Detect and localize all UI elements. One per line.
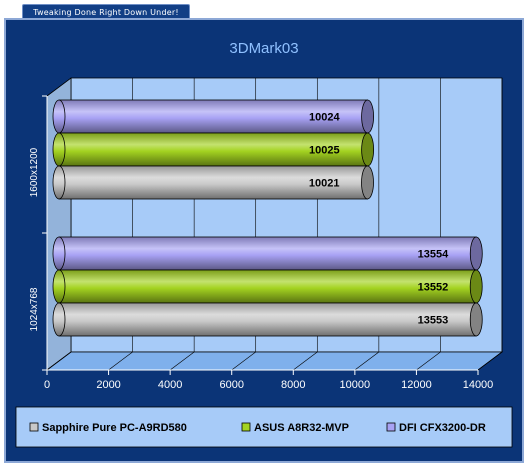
bar-end-cap — [361, 132, 375, 167]
x-tick-label: 10000 — [340, 379, 371, 391]
legend-label: DFI CFX3200-DR — [399, 422, 486, 434]
bar-start-cap — [52, 236, 66, 271]
floor-gridline — [477, 351, 503, 371]
x-tick-label: 2000 — [96, 379, 120, 391]
floor-gridline — [293, 351, 318, 371]
bar-end-cap — [469, 236, 483, 271]
x-tick-label: 8000 — [281, 379, 305, 391]
bar-start-cap — [52, 99, 66, 134]
floor-gridline — [169, 351, 195, 371]
bar-value-label: 13553 — [418, 315, 449, 327]
floor-gridline — [108, 351, 133, 371]
bar-body — [58, 236, 477, 271]
bar-value-label: 10021 — [309, 178, 340, 190]
legend-box — [15, 406, 513, 448]
bar-end-cap — [469, 269, 483, 304]
bar: 10025 — [52, 132, 375, 167]
plot-floor — [45, 351, 504, 371]
bar-body — [58, 269, 477, 304]
bar-value-label: 13554 — [418, 249, 449, 261]
bar-start-cap — [52, 165, 66, 200]
legend-label: ASUS A8R32-MVP — [254, 422, 349, 434]
bar: 13554 — [52, 236, 483, 271]
bar-value-label: 13552 — [418, 282, 449, 294]
x-tick-label: 6000 — [219, 379, 243, 391]
bar-start-cap — [52, 132, 66, 167]
chart-title: 3DMark03 — [229, 40, 298, 57]
floor-gridline — [46, 351, 72, 371]
bar-start-cap — [52, 269, 66, 304]
x-tick-label: 4000 — [158, 379, 182, 391]
category-label: 1600x1200 — [29, 147, 40, 197]
bar-end-cap — [469, 302, 483, 337]
bar: 10021 — [52, 165, 374, 200]
floor-gridline — [231, 351, 256, 371]
x-tick-label: 0 — [44, 379, 50, 391]
legend-label: Sapphire Pure PC-A9RD580 — [42, 422, 187, 434]
x-tick-label: 14000 — [463, 379, 494, 391]
legend-swatch — [29, 422, 39, 432]
bar-body — [58, 302, 477, 337]
bar-value-label: 10024 — [309, 112, 340, 124]
category-label: 1024x768 — [29, 287, 40, 331]
bar-start-cap — [52, 302, 66, 337]
bar: 13553 — [52, 302, 483, 337]
bar: 13552 — [52, 269, 483, 304]
bar-body — [58, 99, 368, 134]
bar-value-label: 10025 — [309, 145, 340, 157]
floor-gridline — [416, 351, 441, 371]
legend-swatch — [241, 422, 251, 432]
floor-gridline — [354, 351, 380, 371]
legend-swatch — [386, 422, 396, 432]
bar-end-cap — [361, 165, 374, 200]
bar-end-cap — [361, 99, 374, 134]
x-tick-label: 12000 — [401, 379, 432, 391]
bar: 10024 — [52, 99, 374, 134]
